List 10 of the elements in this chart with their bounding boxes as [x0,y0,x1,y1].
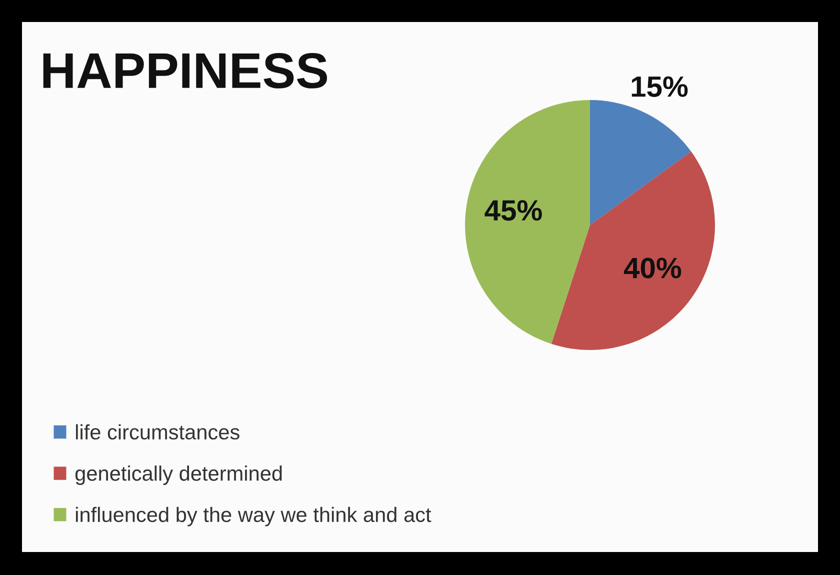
pie-slice [465,100,590,344]
legend-label: genetically determined [75,466,282,485]
pie-slice [590,100,692,225]
legend-label: influenced by the way we think and act [76,506,432,526]
legend-label: life circumstances [76,424,240,440]
data-label: 45% [484,200,542,221]
pie-slice [551,152,715,350]
data-label: 15% [632,76,688,97]
data-label: 40% [624,258,682,278]
chart-title: HAPPINESS [43,53,328,88]
